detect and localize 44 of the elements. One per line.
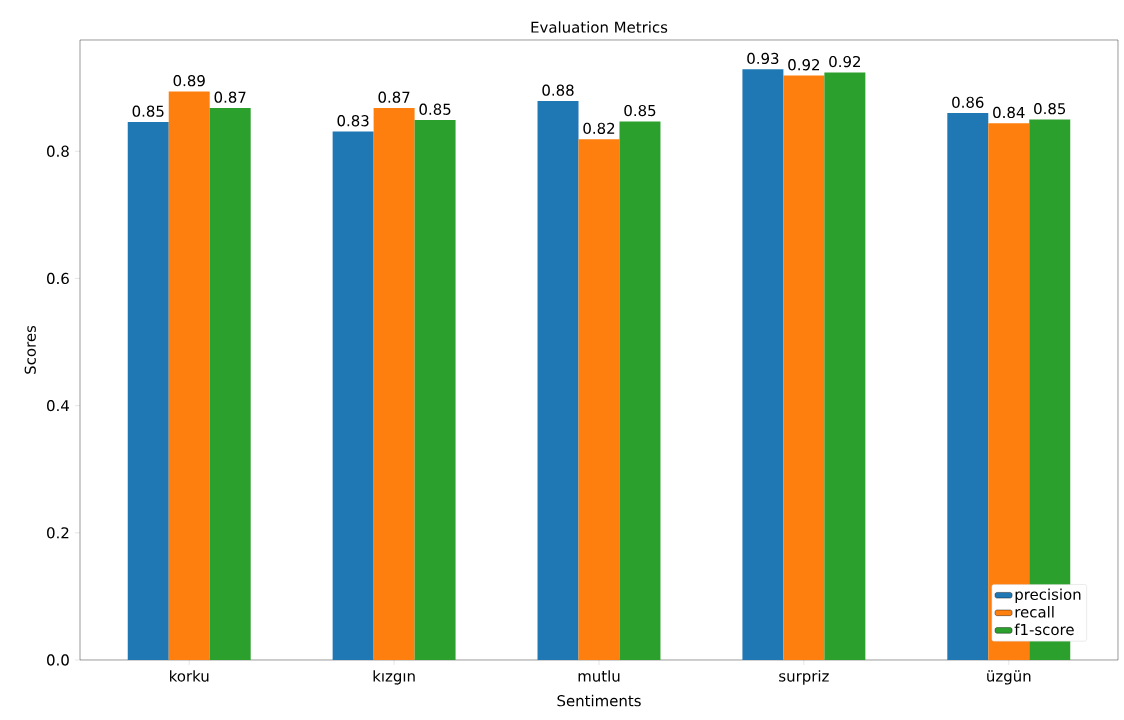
data-label: 0.84 — [993, 106, 1025, 119]
data-label: 0.85 — [419, 103, 451, 115]
data-label: 0.85 — [1034, 102, 1066, 115]
y-tick-label: 0.8 — [47, 145, 69, 157]
bar — [947, 113, 989, 660]
data-label: 0.87 — [378, 91, 410, 103]
y-tick-label: 0.6 — [47, 272, 69, 285]
legend-label: precision — [1015, 588, 1081, 603]
x-tick-label: surpriz — [779, 670, 829, 685]
bar — [537, 101, 579, 660]
data-label: 0.86 — [952, 96, 984, 108]
x-tick-label: üzgün — [987, 670, 1031, 685]
data-label: 0.85 — [624, 104, 656, 117]
bar — [578, 139, 620, 660]
bar — [783, 75, 825, 660]
chart-title: Evaluation Metrics — [531, 21, 668, 33]
bar — [332, 131, 374, 660]
bar — [168, 91, 210, 660]
data-label: 0.85 — [132, 105, 164, 117]
data-label: 0.89 — [173, 75, 205, 87]
bar — [414, 120, 456, 660]
bar — [373, 108, 415, 660]
legend-label: recall — [1015, 606, 1054, 618]
data-label: 0.92 — [829, 55, 861, 68]
x-tick-label: korku — [170, 670, 209, 682]
y-tick-label: 0.0 — [47, 654, 69, 666]
bar — [619, 121, 661, 660]
x-axis-title: Sentiments — [557, 694, 641, 707]
bar — [742, 69, 784, 660]
data-label: 0.92 — [788, 59, 820, 71]
data-label: 0.82 — [583, 122, 615, 135]
y-tick-label: 0.2 — [47, 527, 69, 539]
x-tick-label: kızgın — [373, 670, 415, 685]
data-label: 0.88 — [542, 84, 574, 96]
data-label: 0.87 — [214, 91, 246, 103]
x-tick-label: mutlu — [578, 670, 620, 682]
bar — [127, 122, 169, 660]
y-tick-label: 0.4 — [47, 399, 69, 412]
data-label: 0.83 — [337, 115, 369, 127]
legend-label: f1-score — [1014, 623, 1074, 636]
bar — [209, 108, 251, 660]
y-axis-title: Scores — [24, 325, 36, 374]
data-label: 0.93 — [747, 52, 779, 65]
bar — [824, 72, 866, 660]
